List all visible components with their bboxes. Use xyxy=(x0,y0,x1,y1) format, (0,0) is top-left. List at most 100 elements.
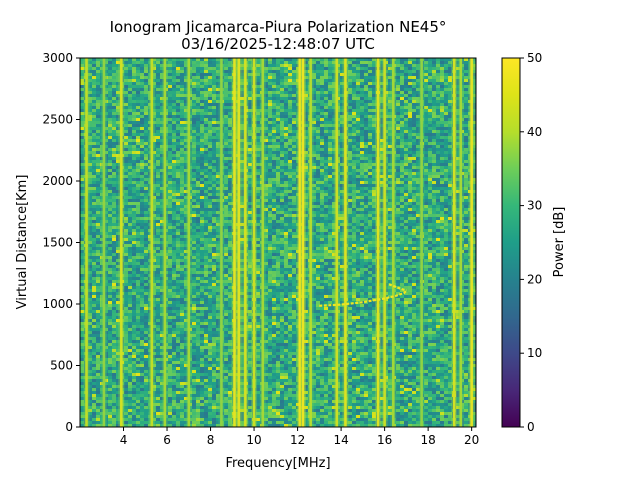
heatmap-cell xyxy=(212,94,216,97)
heatmap-cell xyxy=(88,58,92,61)
heatmap-cell xyxy=(132,79,136,82)
chart-subtitle: 03/16/2025-12:48:07 UTC xyxy=(181,35,375,53)
heatmap-cell xyxy=(380,202,384,205)
heatmap-cell xyxy=(472,172,476,175)
heatmap-cell xyxy=(436,73,440,76)
heatmap-cell xyxy=(372,58,376,61)
heatmap-cell xyxy=(456,127,460,130)
heatmap-cell xyxy=(196,181,200,184)
heatmap-cell xyxy=(108,199,112,202)
heatmap-cell xyxy=(160,205,164,208)
heatmap-cell xyxy=(432,85,436,88)
heatmap-cell xyxy=(172,124,176,127)
heatmap-cell xyxy=(276,145,280,148)
heatmap-cell xyxy=(268,58,272,61)
heatmap-cell xyxy=(180,208,184,211)
heatmap-cell xyxy=(432,112,436,115)
heatmap-cell xyxy=(440,172,444,175)
heatmap-cell xyxy=(128,163,132,166)
heatmap-cell xyxy=(464,151,468,154)
heatmap-cell xyxy=(212,154,216,157)
heatmap-cell xyxy=(468,118,472,121)
heatmap-cell xyxy=(204,136,208,139)
heatmap-cell xyxy=(88,154,92,157)
heatmap-cell xyxy=(340,64,344,67)
heatmap-cell xyxy=(380,166,384,169)
heatmap-cell xyxy=(304,130,308,133)
heatmap-cell xyxy=(296,178,300,181)
heatmap-cell xyxy=(448,58,452,61)
heatmap-cell xyxy=(292,133,296,136)
heatmap-cell xyxy=(172,157,176,160)
heatmap-cell xyxy=(172,73,176,76)
heatmap-cell xyxy=(256,145,260,148)
heatmap-cell xyxy=(368,121,372,124)
heatmap-cell xyxy=(456,124,460,127)
heatmap-cell xyxy=(284,136,288,139)
heatmap-cell xyxy=(372,112,376,115)
heatmap-cell xyxy=(100,199,104,202)
heatmap-cell xyxy=(332,142,336,145)
heatmap-cell xyxy=(316,115,320,118)
heatmap-cell xyxy=(208,118,212,121)
heatmap-cell xyxy=(196,157,200,160)
heatmap-cell xyxy=(248,172,252,175)
heatmap-cell xyxy=(264,148,268,151)
heatmap-cell xyxy=(468,196,472,199)
heatmap-cell xyxy=(428,196,432,199)
heatmap-cell xyxy=(432,154,436,157)
heatmap-cell xyxy=(428,79,432,82)
heatmap-cell xyxy=(412,148,416,151)
heatmap-cell xyxy=(368,61,372,64)
heatmap-cell xyxy=(444,94,448,97)
heatmap-cell xyxy=(176,193,180,196)
heatmap-cell xyxy=(140,100,144,103)
heatmap-cell xyxy=(132,142,136,145)
heatmap-cell xyxy=(440,199,444,202)
heatmap-cell xyxy=(352,154,356,157)
heatmap-cell xyxy=(192,82,196,85)
heatmap-cell xyxy=(444,124,448,127)
heatmap-cell xyxy=(356,136,360,139)
heatmap-cell xyxy=(328,166,332,169)
heatmap-cell xyxy=(328,100,332,103)
heatmap-cell xyxy=(464,103,468,106)
heatmap-cell xyxy=(256,88,260,91)
heatmap-cell xyxy=(352,88,356,91)
heatmap-cell xyxy=(216,91,220,94)
heatmap-cell xyxy=(416,70,420,73)
heatmap-cell xyxy=(384,145,388,148)
heatmap-cell xyxy=(432,82,436,85)
heatmap-cell xyxy=(408,139,412,142)
heatmap-cell xyxy=(284,169,288,172)
heatmap-cell xyxy=(324,163,328,166)
heatmap-cell xyxy=(156,100,160,103)
heatmap-cell xyxy=(388,70,392,73)
heatmap-cell xyxy=(340,184,344,187)
heatmap-cell xyxy=(140,91,144,94)
heatmap-cell xyxy=(432,205,436,208)
heatmap-cell xyxy=(388,67,392,70)
heatmap-cell xyxy=(140,151,144,154)
heatmap-cell xyxy=(464,106,468,109)
heatmap-cell xyxy=(148,130,152,133)
heatmap-cell xyxy=(124,187,128,190)
heatmap-cell xyxy=(88,73,92,76)
heatmap-cell xyxy=(88,100,92,103)
heatmap-cell xyxy=(92,166,96,169)
heatmap-cell xyxy=(200,208,204,211)
heatmap-cell xyxy=(184,169,188,172)
heatmap-cell xyxy=(292,175,296,178)
heatmap-cell xyxy=(92,118,96,121)
heatmap-cell xyxy=(204,94,208,97)
heatmap-cell xyxy=(432,133,436,136)
heatmap-cell xyxy=(408,178,412,181)
heatmap-cell xyxy=(288,136,292,139)
heatmap-cell xyxy=(216,112,220,115)
heatmap-cell xyxy=(104,154,108,157)
heatmap-cell xyxy=(256,106,260,109)
heatmap-cell xyxy=(368,187,372,190)
heatmap-cell xyxy=(340,157,344,160)
heatmap-cell xyxy=(144,82,148,85)
heatmap-cell xyxy=(116,151,120,154)
